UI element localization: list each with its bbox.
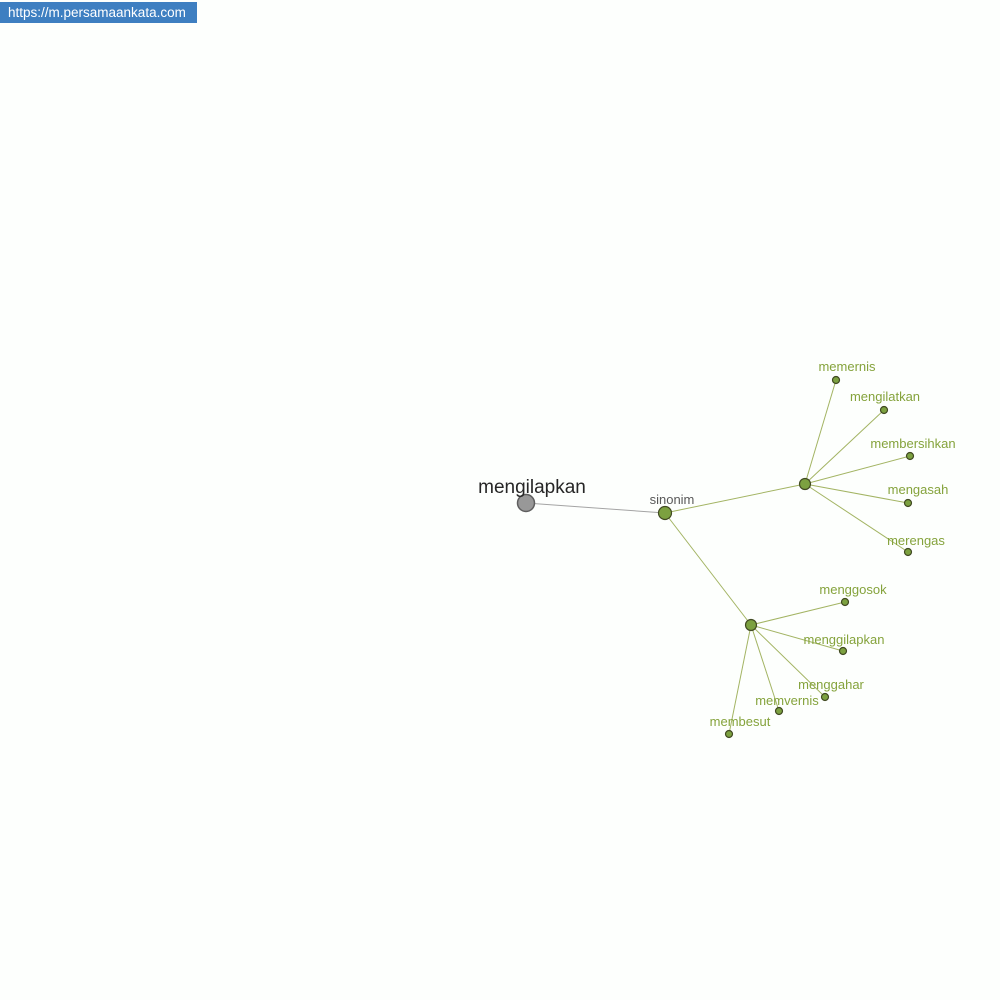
- node-mengilatkan[interactable]: [879, 405, 889, 415]
- edge-mengilapkan--sinonim: [525, 502, 666, 514]
- node-label-menggahar[interactable]: menggahar: [798, 677, 864, 692]
- edge-hub1--membersihkan: [804, 455, 911, 485]
- node-label-menggilapkan[interactable]: menggilapkan: [804, 632, 885, 647]
- url-badge: https://m.persamaankata.com: [0, 2, 197, 23]
- node-merengas[interactable]: [903, 547, 913, 557]
- node-memvernis[interactable]: [774, 706, 784, 716]
- node-label-memvernis[interactable]: memvernis: [755, 693, 819, 708]
- edge-hub1--mengilatkan: [804, 409, 885, 485]
- node-menggosok[interactable]: [840, 597, 850, 607]
- edge-hub1--memernis: [804, 379, 837, 485]
- labels-layer: mengilapkan sinonim memernis mengilatkan mem…: [478, 359, 956, 729]
- edges-layer: [525, 379, 911, 735]
- edge-hub2--menggosok: [750, 601, 846, 626]
- node-label-membesut[interactable]: membesut: [710, 714, 771, 729]
- node-membersihkan[interactable]: [905, 451, 915, 461]
- node-menggahar[interactable]: [820, 692, 830, 702]
- node-label-sinonim[interactable]: sinonim: [650, 492, 695, 507]
- node-membesut[interactable]: [724, 729, 734, 739]
- edge-sinonim--hub2: [664, 512, 752, 626]
- node-label-mengasah[interactable]: mengasah: [888, 482, 949, 497]
- edge-hub2--membesut: [728, 624, 752, 735]
- edge-hub1--mengasah: [804, 483, 909, 504]
- edge-hub2--menggahar: [750, 624, 826, 698]
- edge-hub2--menggilapkan: [750, 624, 844, 652]
- node-hub2[interactable]: [744, 618, 758, 632]
- node-mengasah[interactable]: [903, 498, 913, 508]
- node-label-memernis[interactable]: memernis: [818, 359, 876, 374]
- node-memernis[interactable]: [831, 375, 841, 385]
- edge-hub1--merengas: [804, 483, 909, 553]
- node-sinonim[interactable]: [657, 505, 673, 521]
- node-label-mengilapkan[interactable]: mengilapkan: [478, 477, 586, 498]
- node-mengilapkan[interactable]: [516, 493, 536, 513]
- edge-sinonim--hub1: [664, 483, 806, 514]
- node-label-membersihkan[interactable]: membersihkan: [870, 436, 955, 451]
- node-label-mengilatkan[interactable]: mengilatkan: [850, 389, 920, 404]
- edge-hub2--memvernis: [750, 624, 780, 712]
- node-label-merengas[interactable]: merengas: [887, 533, 945, 548]
- node-menggilapkan[interactable]: [838, 646, 848, 656]
- node-hub1[interactable]: [798, 477, 812, 491]
- node-label-menggosok[interactable]: menggosok: [819, 582, 887, 597]
- nodes-layer: [516, 375, 915, 739]
